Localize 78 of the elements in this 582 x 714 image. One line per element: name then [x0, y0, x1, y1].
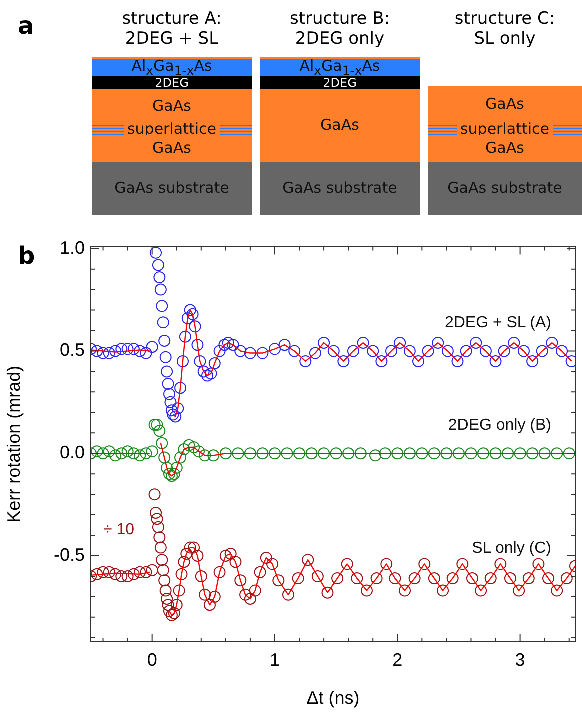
y-tick-label: 1.0	[60, 238, 85, 258]
point	[478, 448, 490, 460]
y-tick-label: -0.5	[54, 544, 85, 565]
point	[164, 468, 176, 480]
point	[330, 448, 342, 460]
point	[140, 448, 152, 460]
chart-title: b	[18, 242, 36, 270]
point	[154, 425, 166, 438]
point	[168, 468, 180, 480]
series-label: SL only (C)	[472, 540, 552, 557]
y-axis-title: Kerr rotation (mrad)	[4, 366, 24, 523]
point	[465, 448, 478, 460]
point	[526, 448, 539, 460]
point	[128, 448, 140, 460]
text: structure C: SL only	[454, 9, 556, 49]
point	[514, 448, 526, 460]
y-tick-label: 0.0	[60, 442, 85, 463]
point	[148, 418, 161, 431]
x-tick-label: 3	[515, 650, 526, 670]
point	[318, 448, 330, 460]
text: a	[18, 12, 34, 40]
point	[183, 439, 196, 452]
point	[122, 446, 134, 458]
point	[490, 448, 502, 460]
point	[256, 448, 269, 460]
point	[174, 452, 187, 464]
y-tick-label: 0.5	[60, 340, 85, 360]
point	[161, 462, 174, 474]
layer-stack: Al$_{x}$Ga$_{1-x}$As 2DEG GaAs superlattice GaAs GaAs substrate	[92, 57, 252, 215]
point	[392, 448, 404, 460]
point	[151, 418, 164, 431]
point	[97, 448, 110, 460]
point	[116, 448, 128, 460]
point	[188, 441, 200, 454]
point	[538, 448, 551, 460]
point	[370, 450, 382, 462]
x-axis-title: Δt (ns)	[306, 688, 360, 708]
point	[342, 448, 355, 460]
point	[199, 450, 212, 462]
point	[294, 448, 306, 460]
series-label: 2DEG + SL (A)	[444, 314, 552, 332]
point	[91, 446, 104, 458]
point	[306, 448, 318, 460]
layer-stack: Al$_{x}$Ga$_{1-x}$As 2DEG GaAs GaAs substrate	[260, 57, 420, 215]
point	[502, 448, 514, 460]
point	[146, 446, 158, 458]
point	[354, 448, 367, 460]
point	[379, 448, 392, 460]
point	[158, 452, 171, 464]
series-label: 2DEG only (B)	[448, 417, 552, 434]
text: structure A: 2DEG + SL	[121, 9, 223, 49]
point	[178, 444, 190, 456]
point	[268, 448, 281, 460]
layer-stack: GaAs superlattice GaAs GaAs substrate	[428, 86, 582, 215]
point	[281, 448, 294, 460]
point	[220, 448, 232, 460]
point	[244, 448, 256, 460]
point	[428, 448, 440, 460]
x-tick-label: 1	[270, 650, 280, 670]
point	[440, 448, 453, 460]
point	[166, 470, 178, 482]
point	[563, 448, 576, 460]
point	[134, 450, 146, 462]
point	[110, 450, 122, 462]
point	[404, 448, 416, 460]
point	[103, 446, 116, 458]
point	[416, 448, 428, 460]
text: structure B: 2DEG only	[289, 9, 391, 49]
point	[156, 437, 168, 450]
annotation: ÷ 10	[103, 521, 135, 538]
point	[232, 448, 244, 460]
point	[208, 450, 220, 462]
point	[170, 462, 183, 474]
x-tick-label: 2	[392, 650, 403, 670]
point	[452, 448, 465, 460]
point	[551, 448, 564, 460]
x-tick-label: 0	[147, 650, 158, 670]
point	[192, 446, 205, 458]
